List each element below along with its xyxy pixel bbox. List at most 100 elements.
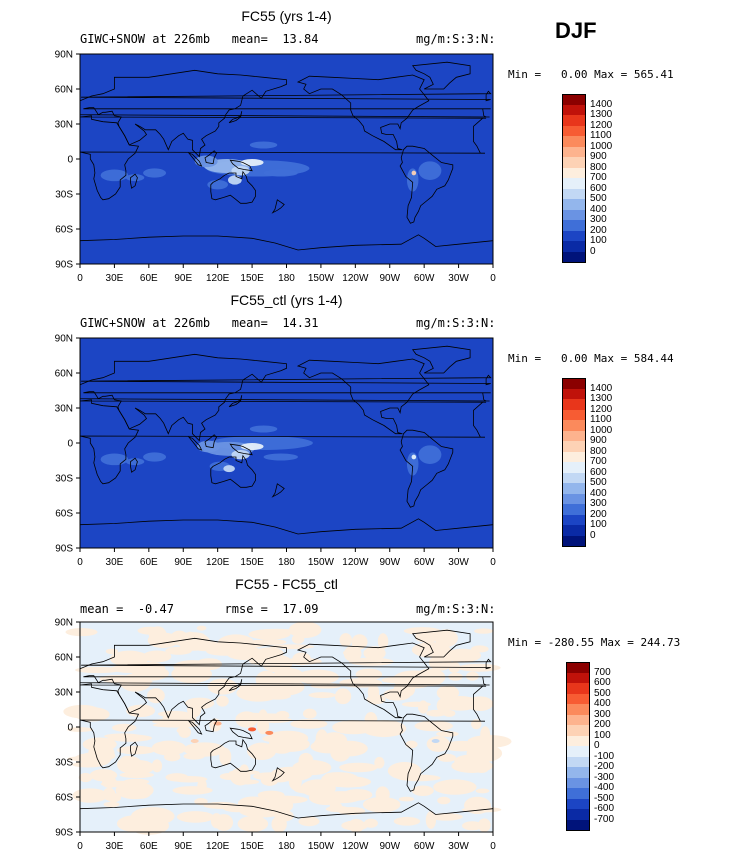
- x-tick-label: 0: [77, 841, 83, 852]
- colorbar-swatch: [566, 767, 590, 778]
- colorbar-label: 1000: [590, 424, 613, 436]
- coastline: [399, 429, 454, 508]
- x-tick-label: 30E: [106, 557, 124, 568]
- colorbar-label: 500: [594, 687, 611, 699]
- colorbar-label: 100: [590, 519, 607, 530]
- coastline: [228, 111, 243, 124]
- colorbar-label: 600: [590, 182, 607, 194]
- contour-region: [228, 770, 260, 775]
- coastline: [411, 629, 471, 658]
- contour-region: [203, 801, 238, 809]
- contour-region: [219, 772, 238, 780]
- contour-region: [80, 752, 96, 765]
- x-tick-label: 150E: [240, 841, 264, 852]
- coastline: [79, 518, 494, 535]
- coastline: [271, 767, 285, 782]
- colorbar-swatch: [562, 167, 586, 178]
- contour-region: [207, 678, 238, 695]
- colorbar-swatch: [562, 209, 586, 220]
- contour-region: [152, 722, 199, 728]
- colorbar-label: 1200: [590, 119, 613, 131]
- coastline: [187, 720, 203, 735]
- colorbar-swatch: [562, 399, 586, 410]
- colorbar-label: -500: [594, 792, 615, 804]
- contour-region: [125, 458, 145, 466]
- colorbar-label: 1200: [590, 403, 613, 415]
- contour-region: [207, 180, 228, 190]
- coastline: [81, 90, 492, 102]
- colorbar-swatch: [566, 819, 590, 831]
- colorbar-swatch: [566, 756, 590, 767]
- contour-region: [474, 628, 493, 634]
- colorbar-swatch: [566, 714, 590, 725]
- colorbar-label: 700: [590, 456, 607, 467]
- contour-region: [102, 787, 116, 801]
- contour-region: [240, 443, 264, 450]
- contour-region: [398, 796, 415, 802]
- min-max-label: Min = -280.55 Max = 244.73: [508, 636, 681, 649]
- y-tick-label: 90S: [55, 260, 73, 271]
- contour-region: [263, 453, 298, 461]
- colorbar-swatch: [562, 493, 586, 504]
- contour-region: [162, 712, 197, 725]
- contour-region: [300, 779, 336, 798]
- x-tick-label: 90W: [379, 557, 400, 568]
- colorbar-label: 900: [590, 435, 607, 446]
- y-tick-label: 90N: [55, 618, 73, 629]
- x-tick-label: 60W: [414, 841, 435, 852]
- contour-region: [214, 814, 234, 831]
- contour-region: [109, 650, 149, 667]
- colorbar-swatch: [562, 220, 586, 231]
- contour-region: [415, 631, 440, 643]
- coastline: [411, 345, 471, 374]
- contour-region: [137, 704, 151, 711]
- y-tick-label: 30N: [55, 120, 73, 131]
- contour-region: [425, 811, 437, 829]
- coastline: [296, 642, 430, 719]
- contour-region: [164, 752, 181, 762]
- season-label: DJF: [555, 18, 597, 43]
- contour-region: [429, 813, 463, 821]
- colorbar-swatch: [562, 525, 586, 536]
- colorbar-swatch: [566, 683, 590, 694]
- contour-region: [467, 735, 512, 748]
- contour-region: [437, 796, 451, 805]
- contour-region: [291, 634, 305, 644]
- contour-region: [475, 788, 490, 794]
- y-tick-label: 30N: [55, 688, 73, 699]
- coastline: [229, 159, 253, 172]
- colorbar-label: -200: [594, 761, 615, 772]
- x-tick-label: 150E: [240, 557, 264, 568]
- coastline: [187, 152, 203, 167]
- colorbar-swatch: [562, 514, 586, 525]
- contour-region: [116, 815, 154, 833]
- contour-region: [418, 700, 429, 714]
- contour-region: [183, 742, 226, 757]
- contour-region: [475, 766, 489, 773]
- contour-region: [471, 719, 482, 730]
- colorbar-swatch: [562, 483, 586, 494]
- contour-region: [367, 683, 380, 702]
- contour-region: [235, 711, 259, 728]
- contour-region: [411, 642, 451, 658]
- colorbar-swatch: [562, 199, 586, 210]
- x-tick-label: 150W: [308, 557, 335, 568]
- contour-region: [351, 634, 368, 650]
- contour-region: [477, 818, 491, 832]
- contour-region: [308, 692, 336, 699]
- colorbar-swatch: [562, 125, 586, 136]
- colorbar-label: 900: [590, 151, 607, 162]
- colorbar-swatch: [562, 157, 586, 168]
- panel-title: FC55 - FC55_ctl: [235, 576, 338, 592]
- coastline: [79, 234, 494, 251]
- contour-region: [348, 657, 394, 666]
- contour-region: [411, 454, 417, 460]
- coastline: [399, 713, 454, 792]
- contour-region: [290, 719, 328, 729]
- contour-region: [75, 666, 121, 674]
- x-tick-label: 30E: [106, 841, 124, 852]
- y-tick-label: 30S: [55, 474, 73, 485]
- x-tick-label: 120E: [206, 557, 230, 568]
- colorbar-label: 1300: [590, 109, 613, 120]
- contour-region: [216, 695, 229, 707]
